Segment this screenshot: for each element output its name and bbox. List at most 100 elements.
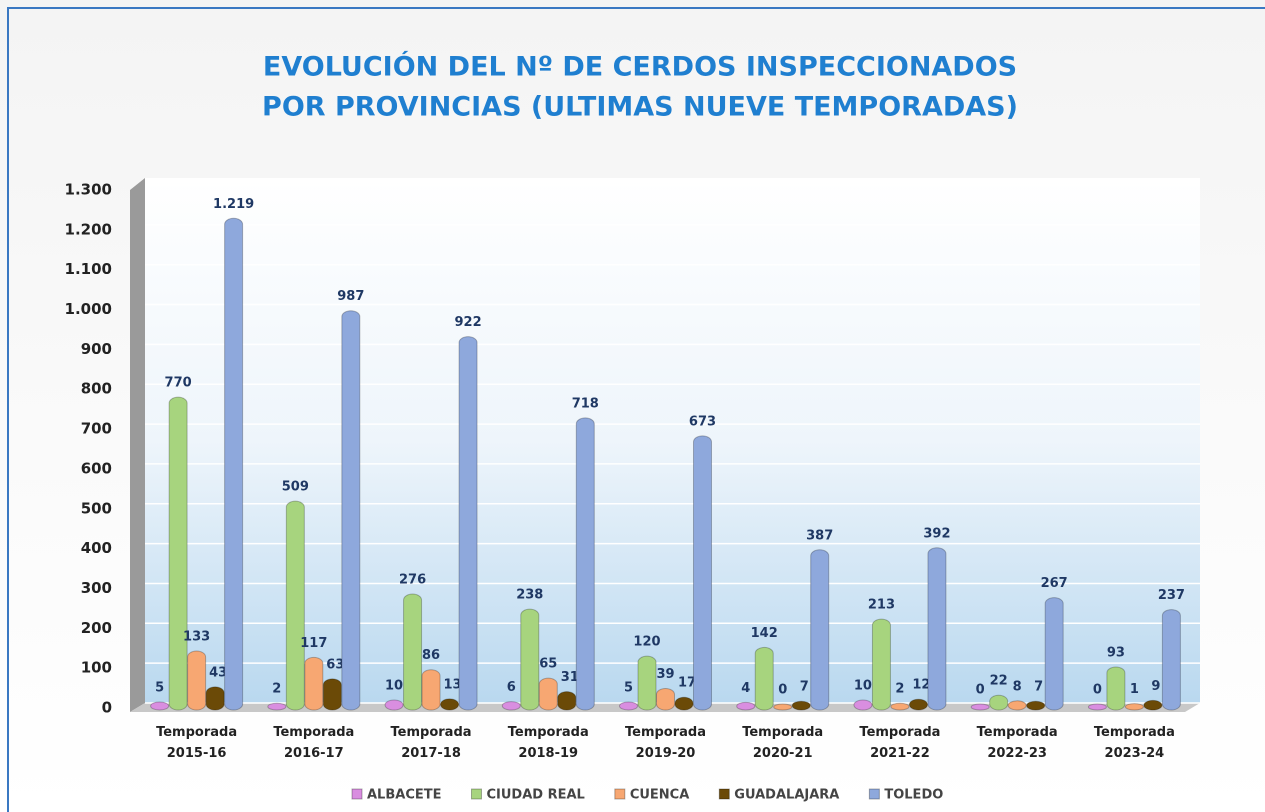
bar: [1161, 609, 1181, 711]
bar: [656, 687, 675, 711]
data-label: 392: [923, 526, 950, 541]
data-label: 387: [806, 528, 833, 543]
frame: [7, 7, 1265, 812]
bar: [853, 699, 873, 711]
x-tick-label: Temporada 2023-24: [1093, 725, 1175, 761]
legend-swatch: [470, 788, 482, 800]
bar: [403, 593, 423, 711]
bar: [168, 396, 188, 711]
x-tick-label: Temporada 2020-21: [742, 725, 824, 761]
bar: [187, 650, 207, 711]
data-label: 12: [912, 678, 930, 693]
data-label: 7: [800, 680, 809, 695]
bar: [205, 686, 225, 711]
bar: [520, 608, 540, 711]
y-tick-label: 700: [81, 420, 112, 438]
legend-label: CIUDAD REAL: [486, 788, 584, 803]
data-label: 276: [399, 573, 426, 588]
data-label: 10: [385, 679, 403, 694]
data-label: 718: [572, 396, 599, 411]
chart-title: POR PROVINCIAS (ULTIMAS NUEVE TEMPORADAS…: [262, 92, 1018, 123]
y-tick-label: 0: [102, 699, 112, 717]
bar: [538, 677, 558, 711]
bar: [557, 691, 577, 711]
y-tick-label: 900: [81, 340, 112, 358]
data-label: 2: [272, 682, 281, 697]
bar: [1026, 700, 1046, 711]
x-tick-label: Temporada 2022-23: [976, 725, 1058, 761]
bar: [871, 618, 891, 711]
bar: [890, 702, 910, 711]
bar: [637, 655, 657, 711]
data-label: 86: [422, 648, 440, 663]
y-tick-label: 1.000: [65, 300, 112, 318]
plot-area: [145, 178, 1200, 703]
data-label: 213: [868, 598, 895, 613]
data-label: 267: [1041, 576, 1068, 591]
bar: [501, 701, 521, 711]
bar: [927, 547, 947, 711]
data-label: 8: [1013, 679, 1022, 694]
bar: [1143, 699, 1163, 711]
bar: [791, 700, 811, 711]
data-label: 22: [990, 674, 1008, 689]
y-tick-label: 1.300: [65, 181, 112, 199]
bar: [989, 694, 1009, 711]
data-label: 13: [444, 677, 462, 692]
bar: [1087, 703, 1107, 711]
data-label: 0: [778, 683, 787, 698]
bar: [304, 656, 324, 711]
data-label: 93: [1107, 645, 1125, 660]
bar: [341, 310, 361, 711]
legend-label: ALBACETE: [367, 788, 441, 803]
y-tick-label: 100: [81, 659, 112, 677]
data-label: 5: [624, 681, 633, 696]
bar: [908, 698, 928, 711]
data-label: 31: [561, 670, 579, 685]
y-tick-label: 300: [81, 579, 112, 597]
legend-swatch: [718, 788, 730, 800]
bar: [1124, 703, 1144, 711]
bar: [1007, 700, 1027, 711]
data-label: 1: [1130, 682, 1139, 697]
data-label: 120: [633, 635, 660, 650]
data-label: 987: [337, 289, 364, 304]
legend-swatch: [614, 788, 626, 800]
legend-label: TOLEDO: [884, 788, 943, 803]
chart-title: EVOLUCIÓN DEL Nº DE CERDOS INSPECCIONADO…: [263, 51, 1017, 83]
y-tick-label: 400: [81, 539, 112, 557]
bar: [440, 698, 460, 711]
data-label: 770: [165, 376, 192, 391]
data-label: 117: [300, 636, 327, 651]
y-tick-label: 1.100: [65, 260, 112, 278]
y-tick-label: 1.200: [65, 220, 112, 238]
data-label: 1.219: [213, 197, 254, 212]
y-tick-label: 200: [81, 619, 112, 637]
bar: [384, 699, 404, 711]
x-tick-label: Temporada 2021-22: [859, 725, 941, 761]
x-tick-label: Temporada 2015-16: [156, 725, 238, 761]
bar: [267, 702, 287, 711]
data-label: 10: [854, 679, 872, 694]
data-label: 65: [539, 657, 557, 672]
y-tick-label: 800: [81, 380, 112, 398]
bar: [693, 435, 712, 711]
bar: [285, 500, 305, 711]
data-label: 237: [1158, 588, 1185, 603]
bar: [773, 703, 793, 711]
x-tick-label: Temporada 2017-18: [390, 725, 472, 761]
bar: [322, 678, 342, 711]
legend-label: CUENCA: [630, 788, 689, 803]
data-label: 4: [741, 681, 750, 696]
data-label: 9: [1151, 679, 1160, 694]
side-wall: [130, 178, 145, 712]
bar: [421, 669, 441, 711]
bar: [1106, 666, 1126, 711]
data-label: 922: [454, 315, 481, 330]
bar: [810, 549, 830, 711]
data-label: 133: [183, 630, 210, 645]
bar: [674, 696, 694, 711]
data-label: 7: [1034, 680, 1043, 695]
